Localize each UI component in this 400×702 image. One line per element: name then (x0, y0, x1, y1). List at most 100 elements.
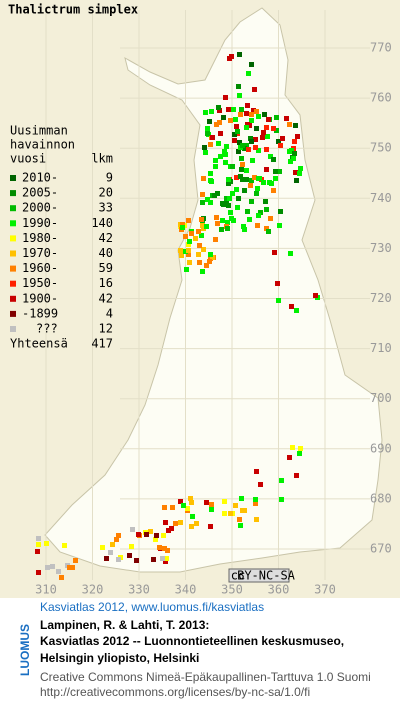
observation-square (200, 223, 205, 228)
legend-count: 20 (99, 186, 113, 200)
observation-square (203, 110, 208, 115)
legend-label: 1900- (22, 291, 58, 305)
observation-square (236, 149, 241, 154)
observation-square (197, 243, 202, 248)
observation-square (225, 226, 230, 231)
observation-square (216, 141, 221, 146)
observation-square (213, 237, 218, 242)
observation-square (297, 451, 302, 456)
license-line: Creative Commons Nimeä-Epäkaupallinen-Ta… (40, 670, 371, 684)
observation-square (289, 304, 294, 309)
observation-square (244, 125, 249, 130)
observation-square (254, 191, 259, 196)
observation-square (294, 308, 299, 313)
observation-square (287, 455, 292, 460)
observation-square (166, 528, 171, 533)
observation-square (201, 226, 206, 231)
observation-square (255, 223, 260, 228)
legend-swatch (10, 326, 16, 332)
observation-square (233, 117, 238, 122)
observation-square (228, 118, 233, 123)
observation-square (190, 514, 195, 519)
observation-square (264, 207, 269, 212)
observation-square (235, 129, 240, 134)
observation-square (217, 108, 222, 113)
observation-square (252, 175, 257, 180)
observation-square (290, 445, 295, 450)
y-coordinate-label: 670 (370, 542, 392, 556)
observation-square (278, 143, 283, 148)
y-coordinate-label: 680 (370, 491, 392, 505)
observation-square (228, 210, 233, 215)
observation-square (251, 108, 256, 113)
observation-square (274, 128, 279, 133)
observation-square (207, 259, 212, 264)
observation-square (237, 52, 242, 57)
observation-square (219, 227, 224, 232)
observation-square (214, 215, 219, 220)
observation-square (256, 114, 261, 119)
observation-square (265, 134, 270, 139)
observation-square (264, 226, 269, 231)
observation-square (292, 151, 297, 156)
observation-square (254, 469, 259, 474)
observation-square (231, 218, 236, 223)
observation-square (215, 221, 220, 226)
observation-square (258, 210, 263, 215)
observation-square (235, 205, 240, 210)
observation-square (222, 499, 227, 504)
observation-square (136, 532, 141, 537)
legend-swatch (10, 310, 16, 317)
observation-square (134, 558, 139, 563)
species-title: Thalictrum simplex (8, 3, 138, 17)
x-coordinate-label: 370 (314, 583, 336, 597)
x-coordinate-label: 350 (221, 583, 243, 597)
observation-square (256, 148, 261, 153)
observation-square (295, 134, 300, 139)
observation-square (293, 170, 298, 175)
observation-square (165, 548, 170, 553)
observation-square (154, 533, 159, 538)
y-coordinate-label: 720 (370, 291, 392, 305)
legend-count: 9 (106, 171, 113, 185)
legend-swatch (10, 235, 16, 242)
observation-square (294, 178, 299, 183)
x-coordinate-label: 330 (128, 583, 150, 597)
observation-square (199, 233, 204, 238)
observation-square (200, 192, 205, 197)
observation-square (178, 248, 183, 253)
observation-square (210, 255, 215, 260)
legend-label: 2005- (22, 186, 58, 200)
legend-swatch (10, 250, 16, 257)
legend-swatch (10, 205, 16, 212)
legend-count: 59 (99, 261, 113, 275)
observation-square (127, 553, 132, 558)
observation-square (153, 537, 158, 542)
legend-label: 1960- (22, 261, 58, 275)
observation-square (252, 87, 257, 92)
legend-label: -1899 (22, 306, 58, 320)
observation-square (225, 220, 230, 225)
observation-square (183, 249, 188, 254)
observation-square (178, 499, 183, 504)
observation-square (271, 126, 276, 131)
observation-square (245, 103, 250, 108)
observation-square (244, 177, 249, 182)
badge-cc: cc (231, 569, 245, 583)
observation-square (100, 545, 105, 550)
observation-square (196, 229, 201, 234)
observation-square (298, 166, 303, 171)
observation-square (202, 145, 207, 150)
observation-square (246, 147, 251, 152)
observation-square (130, 527, 135, 532)
observation-square (189, 500, 194, 505)
legend-count-heading: lkm (91, 152, 113, 166)
observation-square (291, 156, 296, 161)
observation-square (250, 158, 255, 163)
legend-count: 42 (99, 231, 113, 245)
observation-square (222, 511, 227, 516)
observation-square (232, 138, 237, 143)
observation-square (240, 162, 245, 167)
observation-square (110, 542, 115, 547)
